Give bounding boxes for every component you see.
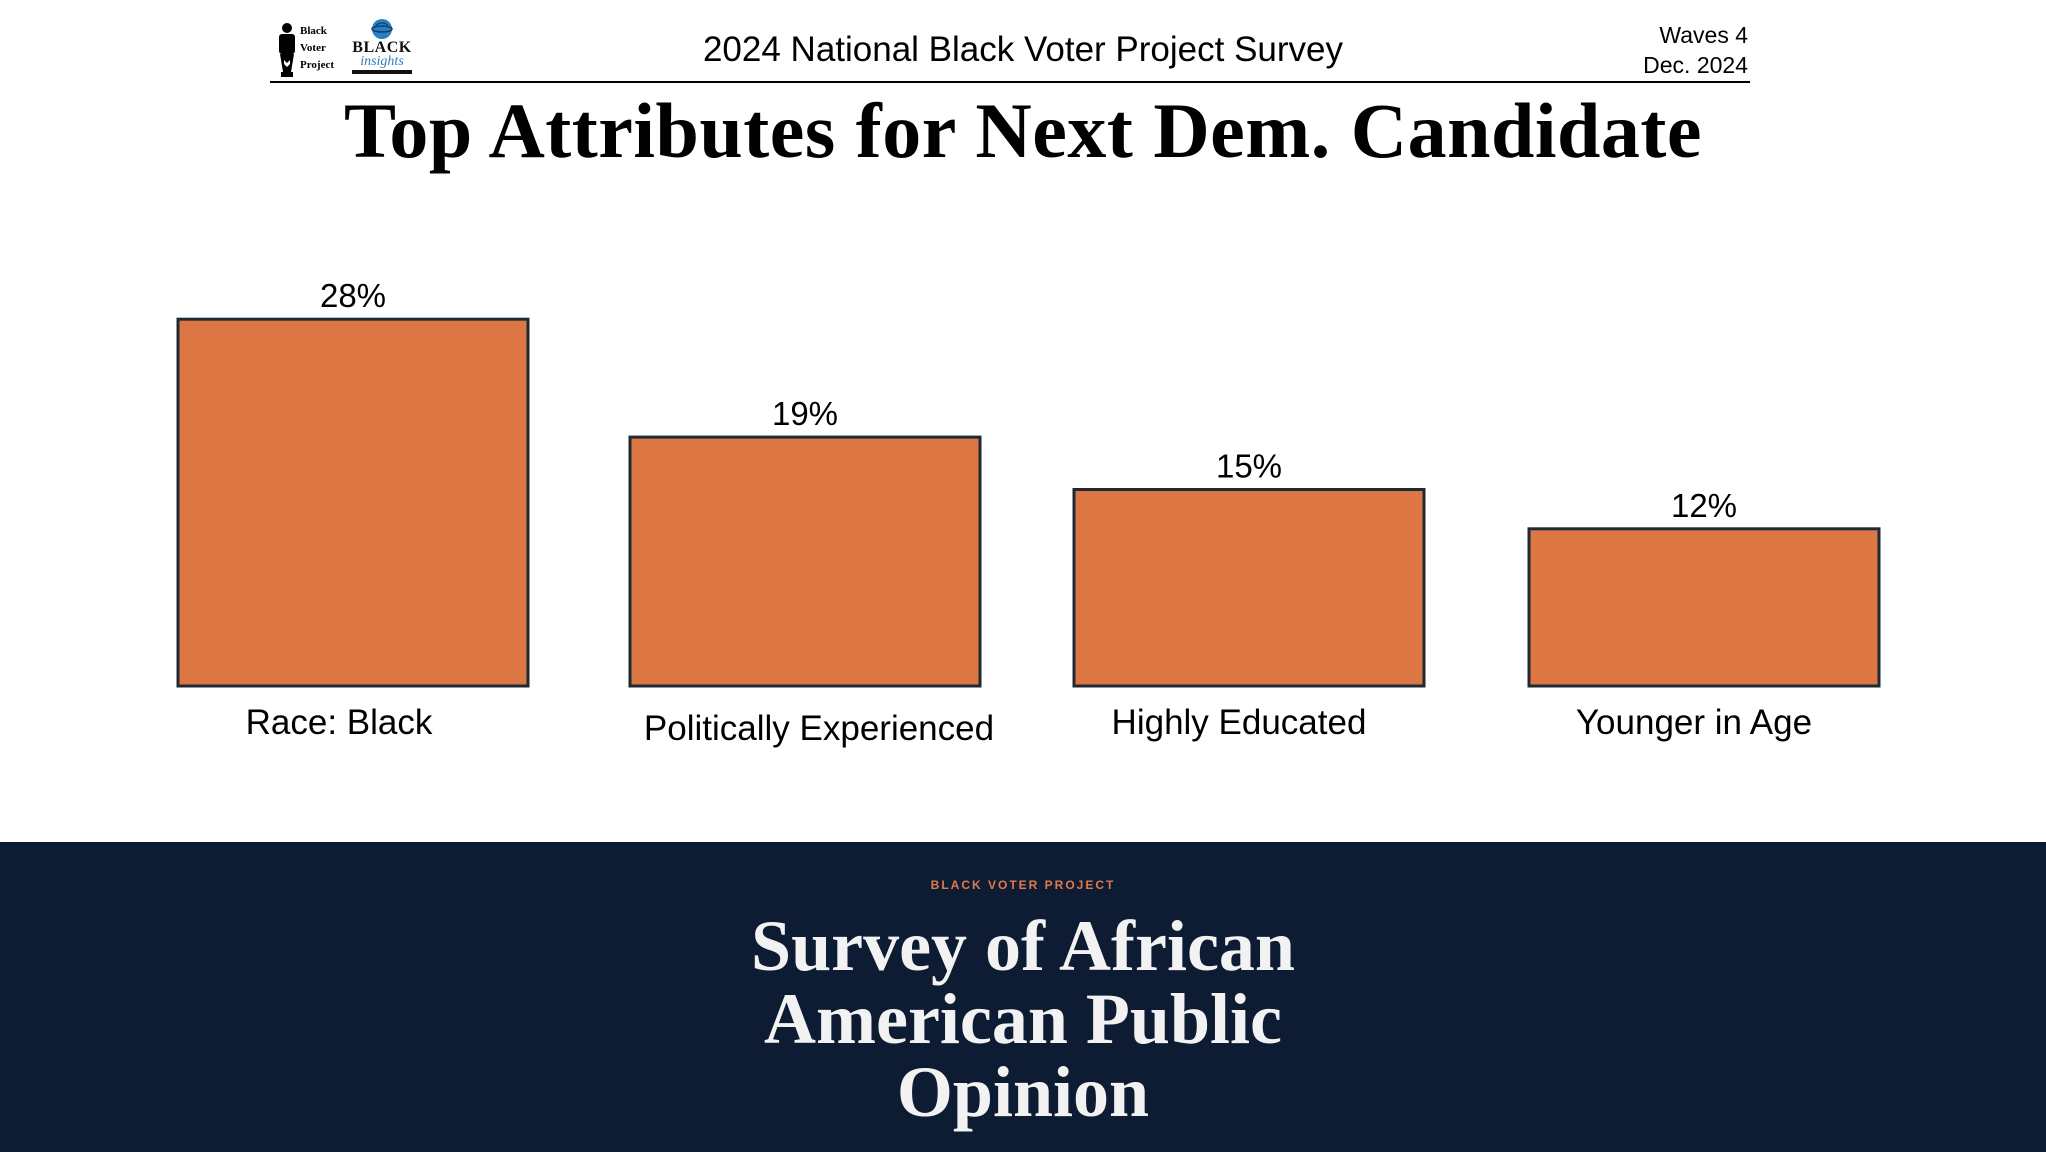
category-label-0: Race: Black [246, 703, 433, 742]
wave-label: Waves 4 [1659, 22, 1748, 48]
category-label-3: Younger in Age [1576, 703, 1812, 742]
header-rule [270, 81, 1750, 83]
category-label-2: Highly Educated [1112, 703, 1367, 742]
bar-value-label-0: 28% [320, 277, 386, 314]
footer-title-line-2: American Public [764, 979, 1282, 1059]
logo-word-1: Black [300, 25, 327, 37]
bar-value-label-1: 19% [772, 395, 838, 432]
footer-title-line-1: Survey of African [751, 906, 1295, 986]
survey-title-text: 2024 National Black Voter Project Survey [702, 30, 1344, 69]
bar-2 [1072, 488, 1426, 688]
bar-value-label-3: 12% [1671, 487, 1737, 524]
logo-insights-text: insights [360, 54, 404, 69]
bar-3 [1527, 527, 1881, 688]
globe-icon [371, 19, 393, 39]
bar-0 [176, 317, 530, 688]
wave-date: Dec. 2024 [1643, 52, 1748, 78]
category-label-1: Politically Experienced [644, 709, 994, 748]
black-voter-project-logo: Black Voter Project [276, 22, 338, 78]
logo-word-2: Voter [300, 42, 326, 54]
logo-word-3: Project [300, 59, 334, 71]
chart-title: Top Attributes for Next Dem. Candidate [344, 87, 1702, 174]
logo-bar [352, 70, 412, 74]
footer-banner: BLACK VOTER PROJECT Survey of African Am… [0, 842, 2046, 1152]
footer-title-line-3: Opinion [896, 1052, 1150, 1132]
footer-kicker: BLACK VOTER PROJECT [930, 878, 1116, 892]
bar-value-label-2: 15% [1216, 448, 1282, 485]
wave-info: Waves 4 Dec. 2024 [1643, 20, 1748, 80]
voter-figure-icon [279, 23, 295, 77]
survey-title: 2024 National Black Voter Project Survey [0, 30, 2046, 70]
footer-title: Survey of African American Public Opinio… [0, 910, 2046, 1129]
bar-chart: 28% Race: Black 19% Politically Experienced… [176, 277, 1881, 748]
logo-black-text: BLACK [352, 39, 412, 56]
black-insights-logo: BLACK insights [350, 18, 414, 80]
bar-1 [628, 435, 982, 688]
